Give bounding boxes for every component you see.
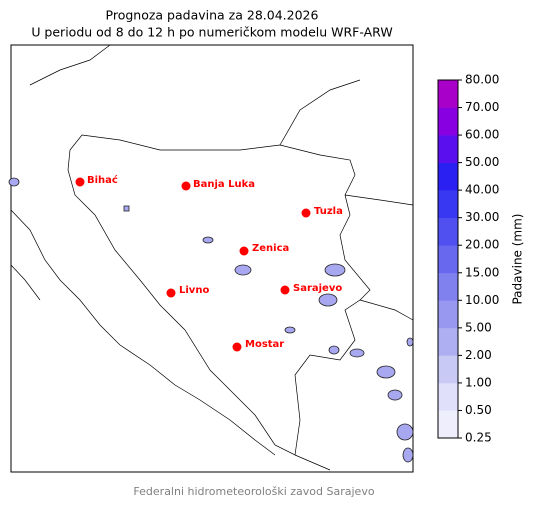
colorbar-band	[438, 217, 458, 246]
colorbar-frame	[437, 79, 459, 439]
colorbar-tick-label: 15.00	[465, 265, 499, 279]
colorbar-band	[438, 272, 458, 301]
colorbar-band	[438, 300, 458, 329]
colorbar-band	[438, 162, 458, 191]
colorbar-tick-label: 2.00	[465, 348, 492, 362]
city-label: Tuzla	[314, 206, 343, 217]
borders	[10, 44, 414, 471]
colorbar-tick-label: 0.50	[465, 403, 492, 417]
city-dot	[280, 285, 290, 295]
colorbar-tick-label: 30.00	[465, 210, 499, 224]
city-label: Bihać	[87, 174, 118, 186]
colorbar-tick-label: 1.00	[465, 375, 492, 389]
city-label: Zenica	[252, 243, 289, 254]
colorbar-band	[438, 355, 458, 384]
cities: Bihać Banja Luka Tuzla Zenica Sarajevo L…	[75, 174, 343, 352]
precip-areas	[8, 177, 414, 463]
subtitle: U periodu od 8 do 12 h po numeričkom mod…	[31, 25, 392, 40]
city-dot	[301, 208, 311, 218]
colorbar-band	[438, 80, 458, 108]
colorbar-tick-label: 80.00	[465, 73, 499, 87]
city-label: Livno	[179, 285, 209, 296]
colorbar-band	[438, 245, 458, 274]
colorbar-tick-label: 10.00	[465, 293, 499, 307]
colorbar-tick-label: 20.00	[465, 238, 499, 252]
colorbar-band	[438, 107, 458, 136]
city-dot	[166, 288, 176, 298]
city-dot	[181, 181, 191, 191]
city-label: Banja Luka	[193, 179, 255, 190]
colorbar-band	[438, 382, 458, 411]
colorbar-band	[438, 410, 458, 439]
title: Prognoza padavina za 28.04.2026	[106, 8, 319, 23]
colorbar-tick-label: 40.00	[465, 183, 499, 197]
city-dot	[239, 246, 249, 256]
colorbar: 0.25 0.50 1.00 2.00 5.00 10.00 15.00 20.00 30.00…	[437, 73, 499, 445]
city-label: Sarajevo	[293, 283, 342, 294]
map-frame	[10, 44, 414, 473]
colorbar-label: Padavine (mm)	[511, 213, 525, 304]
city-dot	[75, 177, 85, 187]
colorbar-tick-label: 60.00	[465, 128, 499, 142]
city-dot	[232, 342, 242, 352]
footer: Federalni hidrometeorološki zavod Saraje…	[133, 485, 374, 498]
colorbar-tick-label: 70.00	[465, 100, 499, 114]
colorbar-band	[438, 190, 458, 218]
colorbar-tick-label: 50.00	[465, 155, 499, 169]
colorbar-band	[438, 327, 458, 356]
colorbar-tick-label: 0.25	[465, 431, 492, 445]
city-label: Mostar	[245, 339, 284, 350]
colorbar-tick-label: 5.00	[465, 320, 492, 334]
colorbar-band	[438, 135, 458, 163]
